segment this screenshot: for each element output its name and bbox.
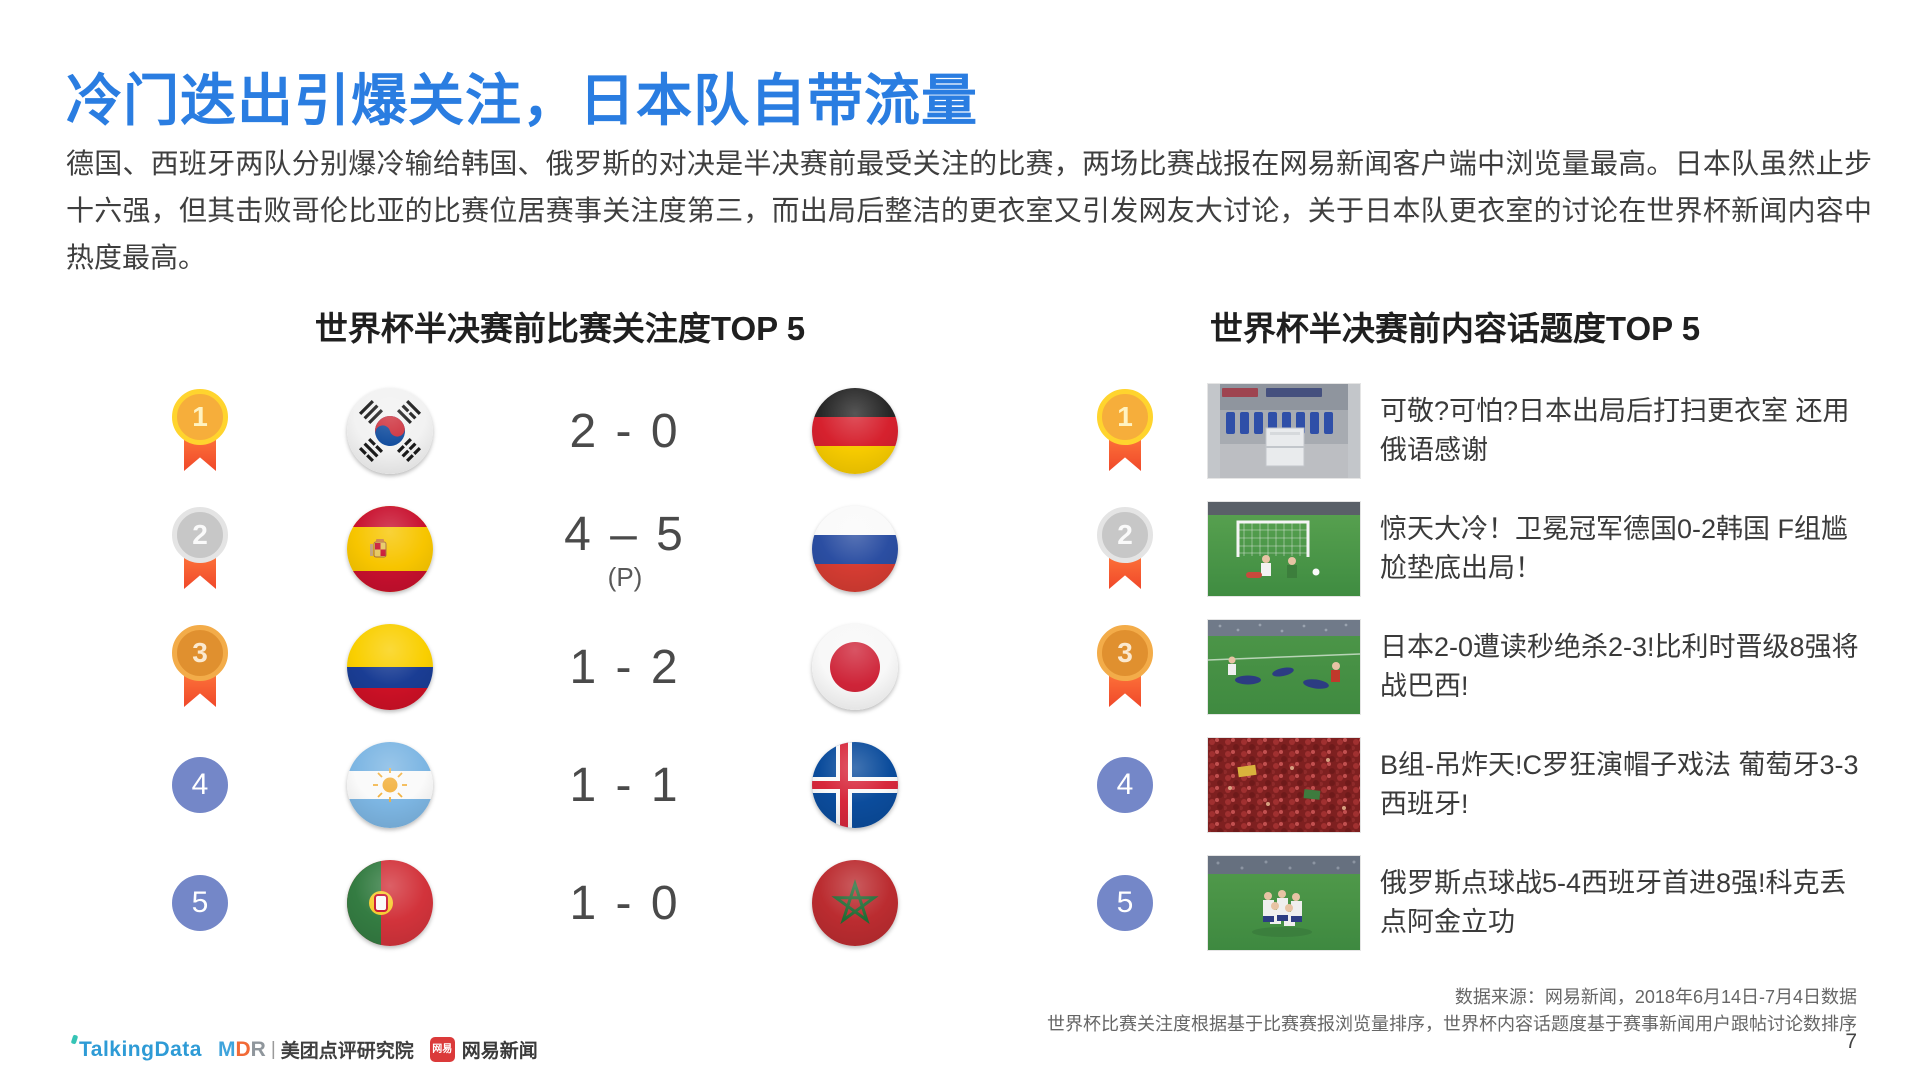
intro-paragraph: 德国、西班牙两队分别爆冷输给韩国、俄罗斯的对决是半决赛前最受关注的比赛，两场比赛… [66,148,1872,273]
flag-south-korea-icon [347,388,433,474]
rank-circle-icon: 5 [172,875,228,931]
thumbnail-players-on-field [1208,620,1360,714]
match-score: 1 - 0 [569,876,681,930]
topic-title: 俄罗斯点球战5-4西班牙首进8强!科克丢点阿金立功 [1380,868,1847,937]
mdr-letter-m: M [217,1037,236,1061]
mdr-letter-r: R [250,1037,266,1061]
match-score: 4 – 5 [564,507,686,561]
rank-number: 5 [1116,886,1134,919]
flag-spain-icon [347,506,433,592]
meituan-research-label: 美团点评研究院 [280,1041,414,1062]
match-row: 3 1 - 2 [140,608,980,726]
flag-japan-icon [812,624,898,710]
flag-morocco-icon [812,860,898,946]
flag-iceland-icon [812,742,898,828]
logo-divider: | [270,1038,276,1060]
topic-row: 2 [1050,490,1862,608]
rank-circle-icon: 5 [1097,875,1153,931]
rank-number: 4 [191,768,209,801]
netease-news-logo: 网易 网易新闻 [429,1036,538,1063]
netease-badge-icon: 网易 [429,1037,455,1062]
topic-row: 3 [1050,608,1862,726]
gold-medal-icon: 1 [170,387,230,475]
source-line-2: 世界杯比赛关注度根据基于比赛赛报浏览量排序，世界杯内容话题度基于赛事新闻用户跟帖… [1047,1014,1857,1034]
thumbnail-red-crowd [1208,738,1360,832]
rank-number: 4 [1116,768,1134,801]
topic-row: 4 [1050,726,1862,844]
match-ranking-list: 1 [140,372,980,962]
page-title: 冷门迭出引爆关注，日本队自带流量 [66,69,978,132]
topic-title: 惊天大冷！卫冕冠军德国0-2韩国 F组尴尬垫底出局！ [1380,514,1849,583]
data-source-note: 数据来源：网易新闻，2018年6月14日-7月4日数据 世界杯比赛关注度根据基于… [1047,984,1857,1038]
rank-number: 1 [1117,401,1133,432]
flag-colombia-icon [347,624,433,710]
rank-number: 1 [192,401,208,432]
flag-germany-icon [812,388,898,474]
right-panel-title: 世界杯半决赛前内容话题度TOP 5 [1209,310,1701,347]
topic-title: B组-吊炸天!C罗狂演帽子戏法 葡萄牙3-3西班牙! [1380,750,1859,819]
match-score: 1 - 1 [569,758,681,812]
penalty-note: (P) [607,561,643,592]
left-panel-title: 世界杯半决赛前比赛关注度TOP 5 [314,310,806,347]
match-row: 5 1 - 0 [140,844,980,962]
mdr-letter-d: D [235,1037,251,1061]
rank-number: 2 [192,519,208,550]
bronze-medal-icon: 3 [170,623,230,711]
bronze-medal-icon: 3 [1095,623,1155,711]
source-line-1: 数据来源：网易新闻，2018年6月14日-7月4日数据 [1454,987,1857,1007]
topic-title: 可敬?可怕?日本出局后打扫更衣室 还用俄语感谢 [1380,396,1850,465]
thumbnail-locker-room [1208,384,1360,478]
topic-ranking-list: 1 [1050,372,1862,962]
netease-news-label: 网易新闻 [461,1041,538,1062]
rank-number: 2 [1117,519,1133,550]
talkingdata-mark-icon [70,1033,79,1045]
gold-medal-icon: 1 [1095,387,1155,475]
topic-row: 1 [1050,372,1862,490]
page-number: 7 [1845,1030,1857,1053]
footer-logos: TalkingData M D R | 美团点评研究院 网易 网易新闻 [70,1033,538,1063]
flag-russia-icon [812,506,898,592]
match-row: 1 [140,372,980,490]
rank-number: 5 [191,886,209,919]
flag-portugal-icon [347,860,433,946]
meituan-dianping-research-logo: M D R | 美团点评研究院 [218,1036,414,1063]
match-row: 2 [140,490,980,608]
rank-number: 3 [192,637,208,668]
match-score: 1 - 2 [569,640,681,694]
rank-number: 3 [1117,637,1133,668]
silver-medal-icon: 2 [1095,505,1155,593]
topic-row: 5 [1050,844,1862,962]
flag-argentina-icon [347,742,433,828]
thumbnail-team-celebration [1208,856,1360,950]
rank-circle-icon: 4 [172,757,228,813]
thumbnail-goal-scene [1208,502,1360,596]
match-score: 2 - 0 [569,404,681,458]
talkingdata-logo: TalkingData [70,1033,202,1062]
topic-title: 日本2-0遭读秒绝杀2-3!比利时晋级8强将战巴西! [1380,632,1859,701]
silver-medal-icon: 2 [170,505,230,593]
talkingdata-wordmark: TalkingData [79,1037,202,1061]
rank-circle-icon: 4 [1097,757,1153,813]
match-row: 4 [140,726,980,844]
